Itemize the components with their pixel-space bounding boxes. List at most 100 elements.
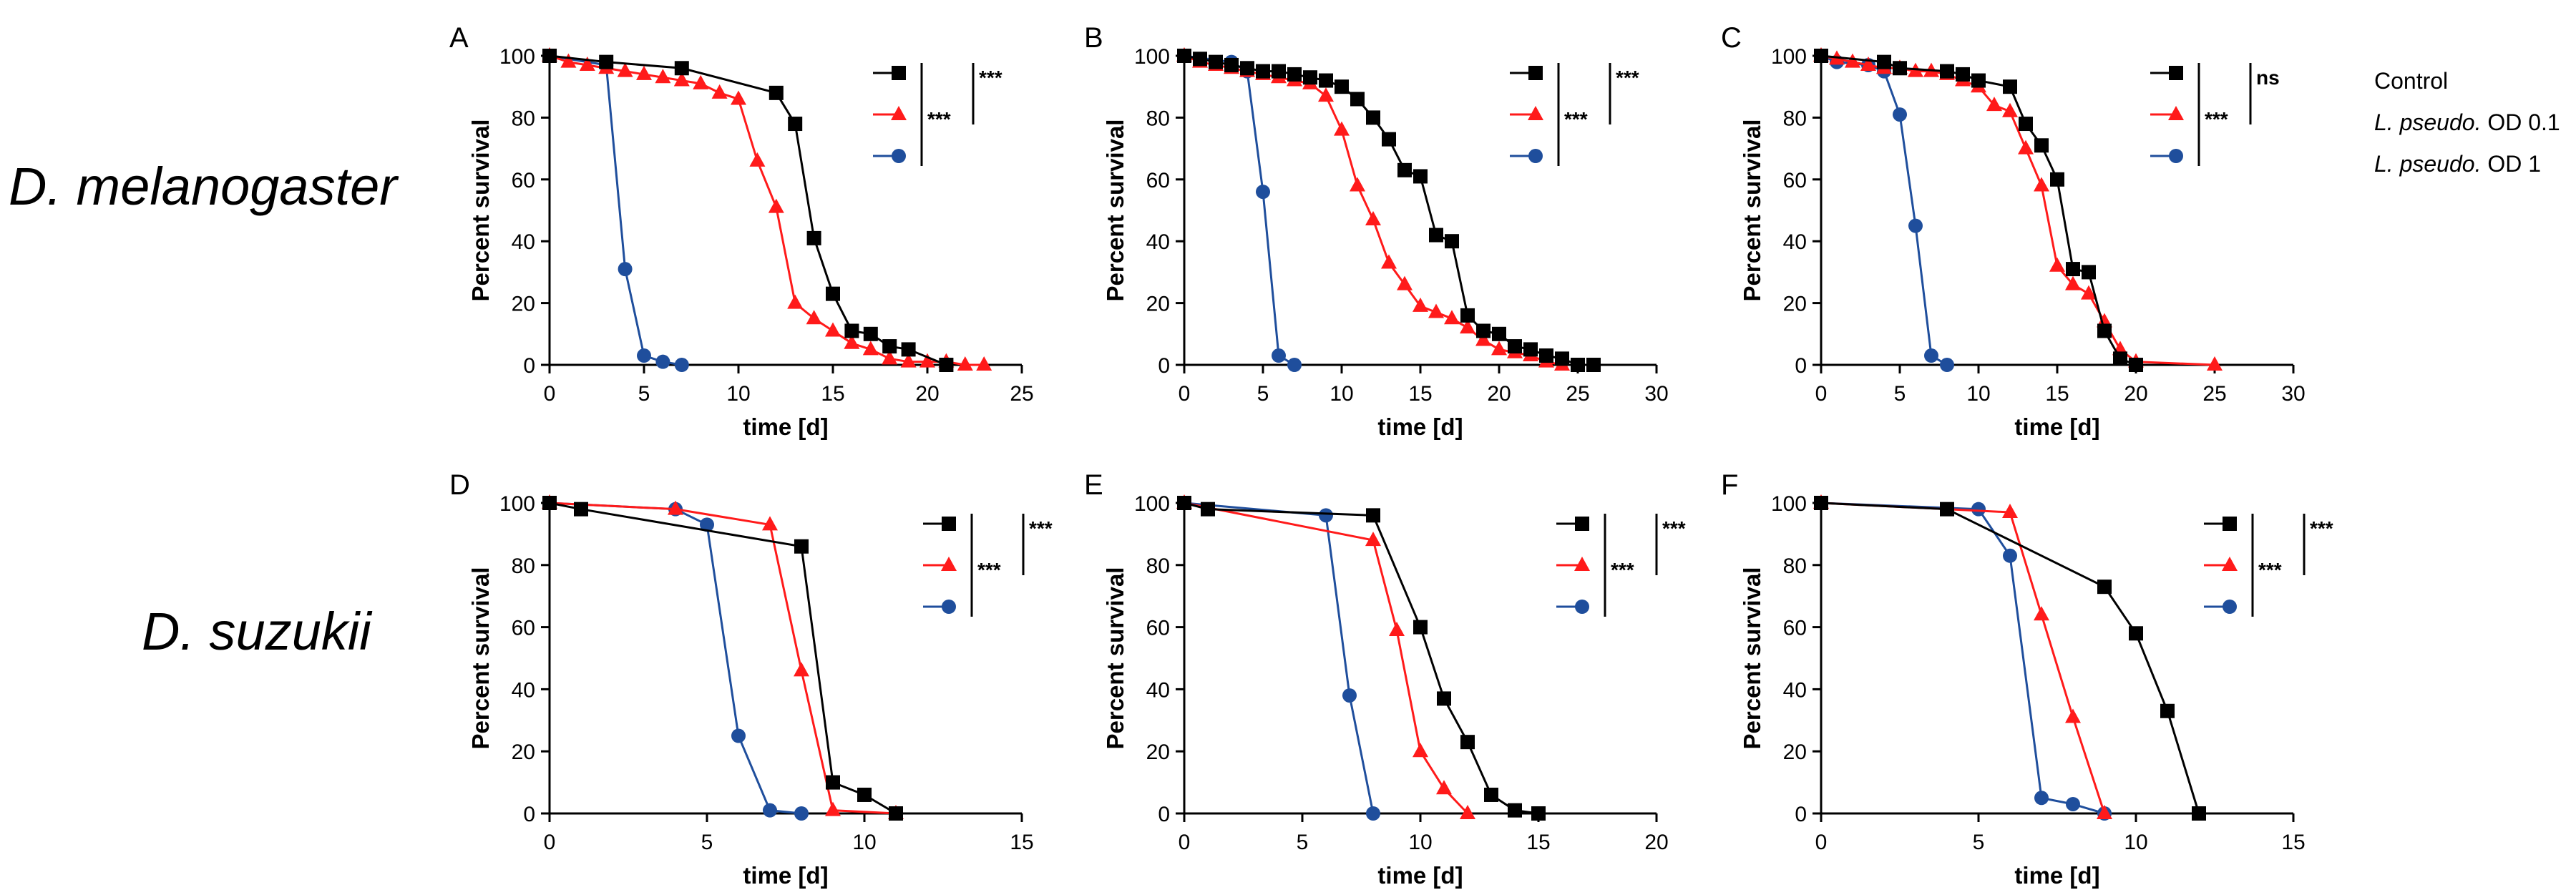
data-point-od01 [1460,805,1475,819]
y-tick-label: 20 [1146,293,1170,316]
data-point-od01 [1350,177,1365,192]
data-point-control [1350,92,1365,107]
data-point-od01 [1428,303,1444,318]
data-point-od1 [1924,348,1938,363]
legend: Control L. pseudo. OD 0.1 L. pseudo. OD … [2374,60,2560,185]
y-tick-label: 20 [512,293,535,316]
panel-legend: *** *** [1510,63,1639,166]
data-point-od01 [919,353,935,368]
panel-a: A 0 20 40 60 80 100 0 5 10 15 20 25 time [d] Percent s… [449,22,1034,440]
data-point-control [2113,351,2127,366]
y-tick-label: 20 [1783,740,1807,764]
data-point-control [794,539,809,554]
series-od01 [1176,494,1475,819]
y-tick-label: 100 [1134,45,1170,69]
legend-dose-od01: OD 0.1 [2487,109,2560,135]
data-point-control [939,358,954,372]
legend-entry-od1: L. pseudo. OD 1 [2374,143,2560,185]
x-tick-label: 25 [1010,382,1033,406]
x-tick-label: 10 [726,382,750,406]
data-point-od01 [762,516,778,531]
data-point-control [542,49,557,63]
x-tick-label: 5 [1257,382,1269,406]
data-point-control [844,323,859,338]
data-point-od01 [1318,87,1334,102]
panel-legend: *** *** [2204,514,2333,617]
series-control [1814,496,2206,821]
legend-marker-od1 [942,600,956,614]
data-point-od1 [1971,502,1986,517]
data-point-od01 [976,356,992,371]
legend-label-control: Control [2374,68,2449,94]
data-point-od1 [763,803,777,818]
series-line-od1 [1184,502,1375,814]
data-point-od01 [1444,310,1460,325]
data-point-od01 [636,65,652,80]
data-point-control [2003,79,2017,94]
legend-dose-od1: OD 1 [2487,151,2542,177]
data-point-od01 [1413,297,1428,312]
data-point-od01 [1334,121,1350,136]
y-tick-label: 40 [512,678,535,702]
data-point-od1 [674,358,689,372]
data-point-control [1571,358,1585,372]
legend-marker-od1 [2169,149,2183,163]
legend-species-od1: L. pseudo. [2374,151,2482,177]
x-tick-label: 0 [544,831,556,854]
legend-species-od01: L. pseudo. [2374,109,2482,135]
series-od1 [1177,496,1380,821]
series-line-od01 [1820,502,2106,814]
y-tick-label: 80 [1783,107,1807,130]
x-tick-label: 15 [1526,831,1550,854]
y-tick-label: 60 [1783,169,1807,192]
panel-letter: E [1084,469,1103,501]
data-point-od01 [655,69,671,84]
y-axis-label: Percent survival [1739,119,1765,302]
data-point-od01 [900,353,917,368]
data-point-od01 [2207,356,2223,371]
significance-label: *** [2258,559,2282,581]
panel-letter: B [1084,22,1103,54]
data-point-od01 [1986,97,2002,112]
y-tick-label: 40 [512,230,535,254]
series-line-control [1184,502,1539,815]
significance-label: *** [1564,108,1588,130]
legend-marker-control [2223,517,2237,531]
data-point-od01 [1436,780,1452,795]
data-point-control [863,326,878,341]
data-point-control [1956,67,1970,82]
data-point-od01 [2018,140,2034,155]
legend-marker-control [942,517,956,531]
data-point-od01 [2065,708,2081,723]
y-tick-label: 60 [512,169,535,192]
data-point-od01 [825,322,841,337]
data-point-od01 [2002,504,2018,519]
data-point-od01 [1381,254,1397,269]
x-axis-label: time [d] [743,862,828,889]
panel-f: F 0 20 40 60 80 100 0 5 10 15 time [d] Percent survi… [1721,469,2333,889]
data-point-control [1523,342,1538,357]
data-point-od01 [731,90,746,105]
data-point-od1 [731,728,746,743]
data-point-control [1971,73,1986,88]
legend-marker-control [892,66,906,80]
significance-label: *** [1611,559,1634,581]
x-tick-label: 15 [1010,831,1033,854]
data-point-od1 [1893,107,1907,122]
data-point-control [1272,64,1286,79]
x-tick-label: 0 [1815,831,1828,854]
data-point-od01 [1389,621,1405,636]
significance-label: *** [1662,517,1686,539]
data-point-control [2050,172,2064,187]
x-tick-label: 10 [1408,831,1432,854]
data-point-control [1382,132,1396,147]
series-od01 [1813,47,2223,371]
data-point-od01 [617,62,633,77]
series-od1 [542,49,689,372]
legend-marker-od01 [891,106,907,120]
y-tick-label: 0 [523,803,535,826]
data-point-control [1437,691,1451,706]
data-point-control [1814,496,1828,510]
data-point-control [1366,110,1380,125]
x-axis-label: time [d] [1377,862,1463,889]
